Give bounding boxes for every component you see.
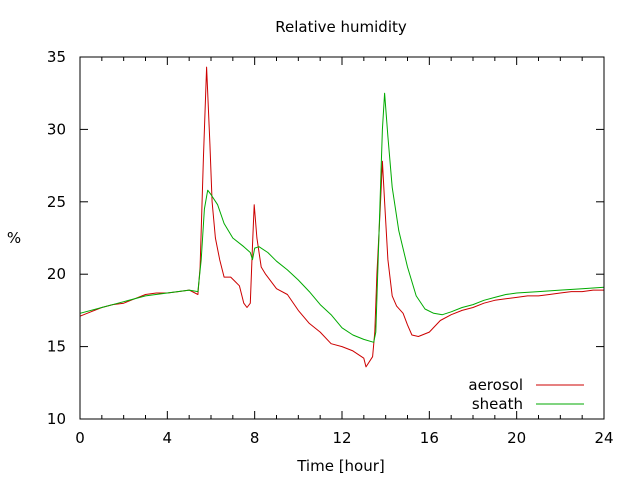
y-tick-label: 20 [47,265,66,283]
chart-title: Relative humidity [275,18,407,36]
x-tick-label: 20 [507,429,526,447]
series-line-sheath [79,92,605,343]
x-tick-label: 4 [163,429,173,447]
x-tick-label: 16 [420,429,439,447]
plot-frame [79,56,605,420]
legend-label-aerosol: aerosol [468,376,523,394]
axis-ticks: 0 4 8 12 16 20 24 10 15 20 25 30 35 [47,48,614,447]
x-axis-label: Time [hour] [296,457,385,475]
x-tick-label: 12 [332,429,351,447]
y-tick-label: 10 [47,410,66,428]
y-tick-label: 30 [47,120,66,138]
x-tick-label: 0 [75,429,85,447]
y-tick-label: 35 [47,48,66,66]
y-tick-label: 25 [47,193,66,211]
x-tick-label: 8 [250,429,260,447]
y-tick-label: 15 [47,338,66,356]
series-lines [79,66,605,368]
series-line-aerosol [79,66,604,368]
x-tick-label: 24 [594,429,613,447]
legend-label-sheath: sheath [472,395,523,413]
y-axis-label: % [7,229,21,247]
